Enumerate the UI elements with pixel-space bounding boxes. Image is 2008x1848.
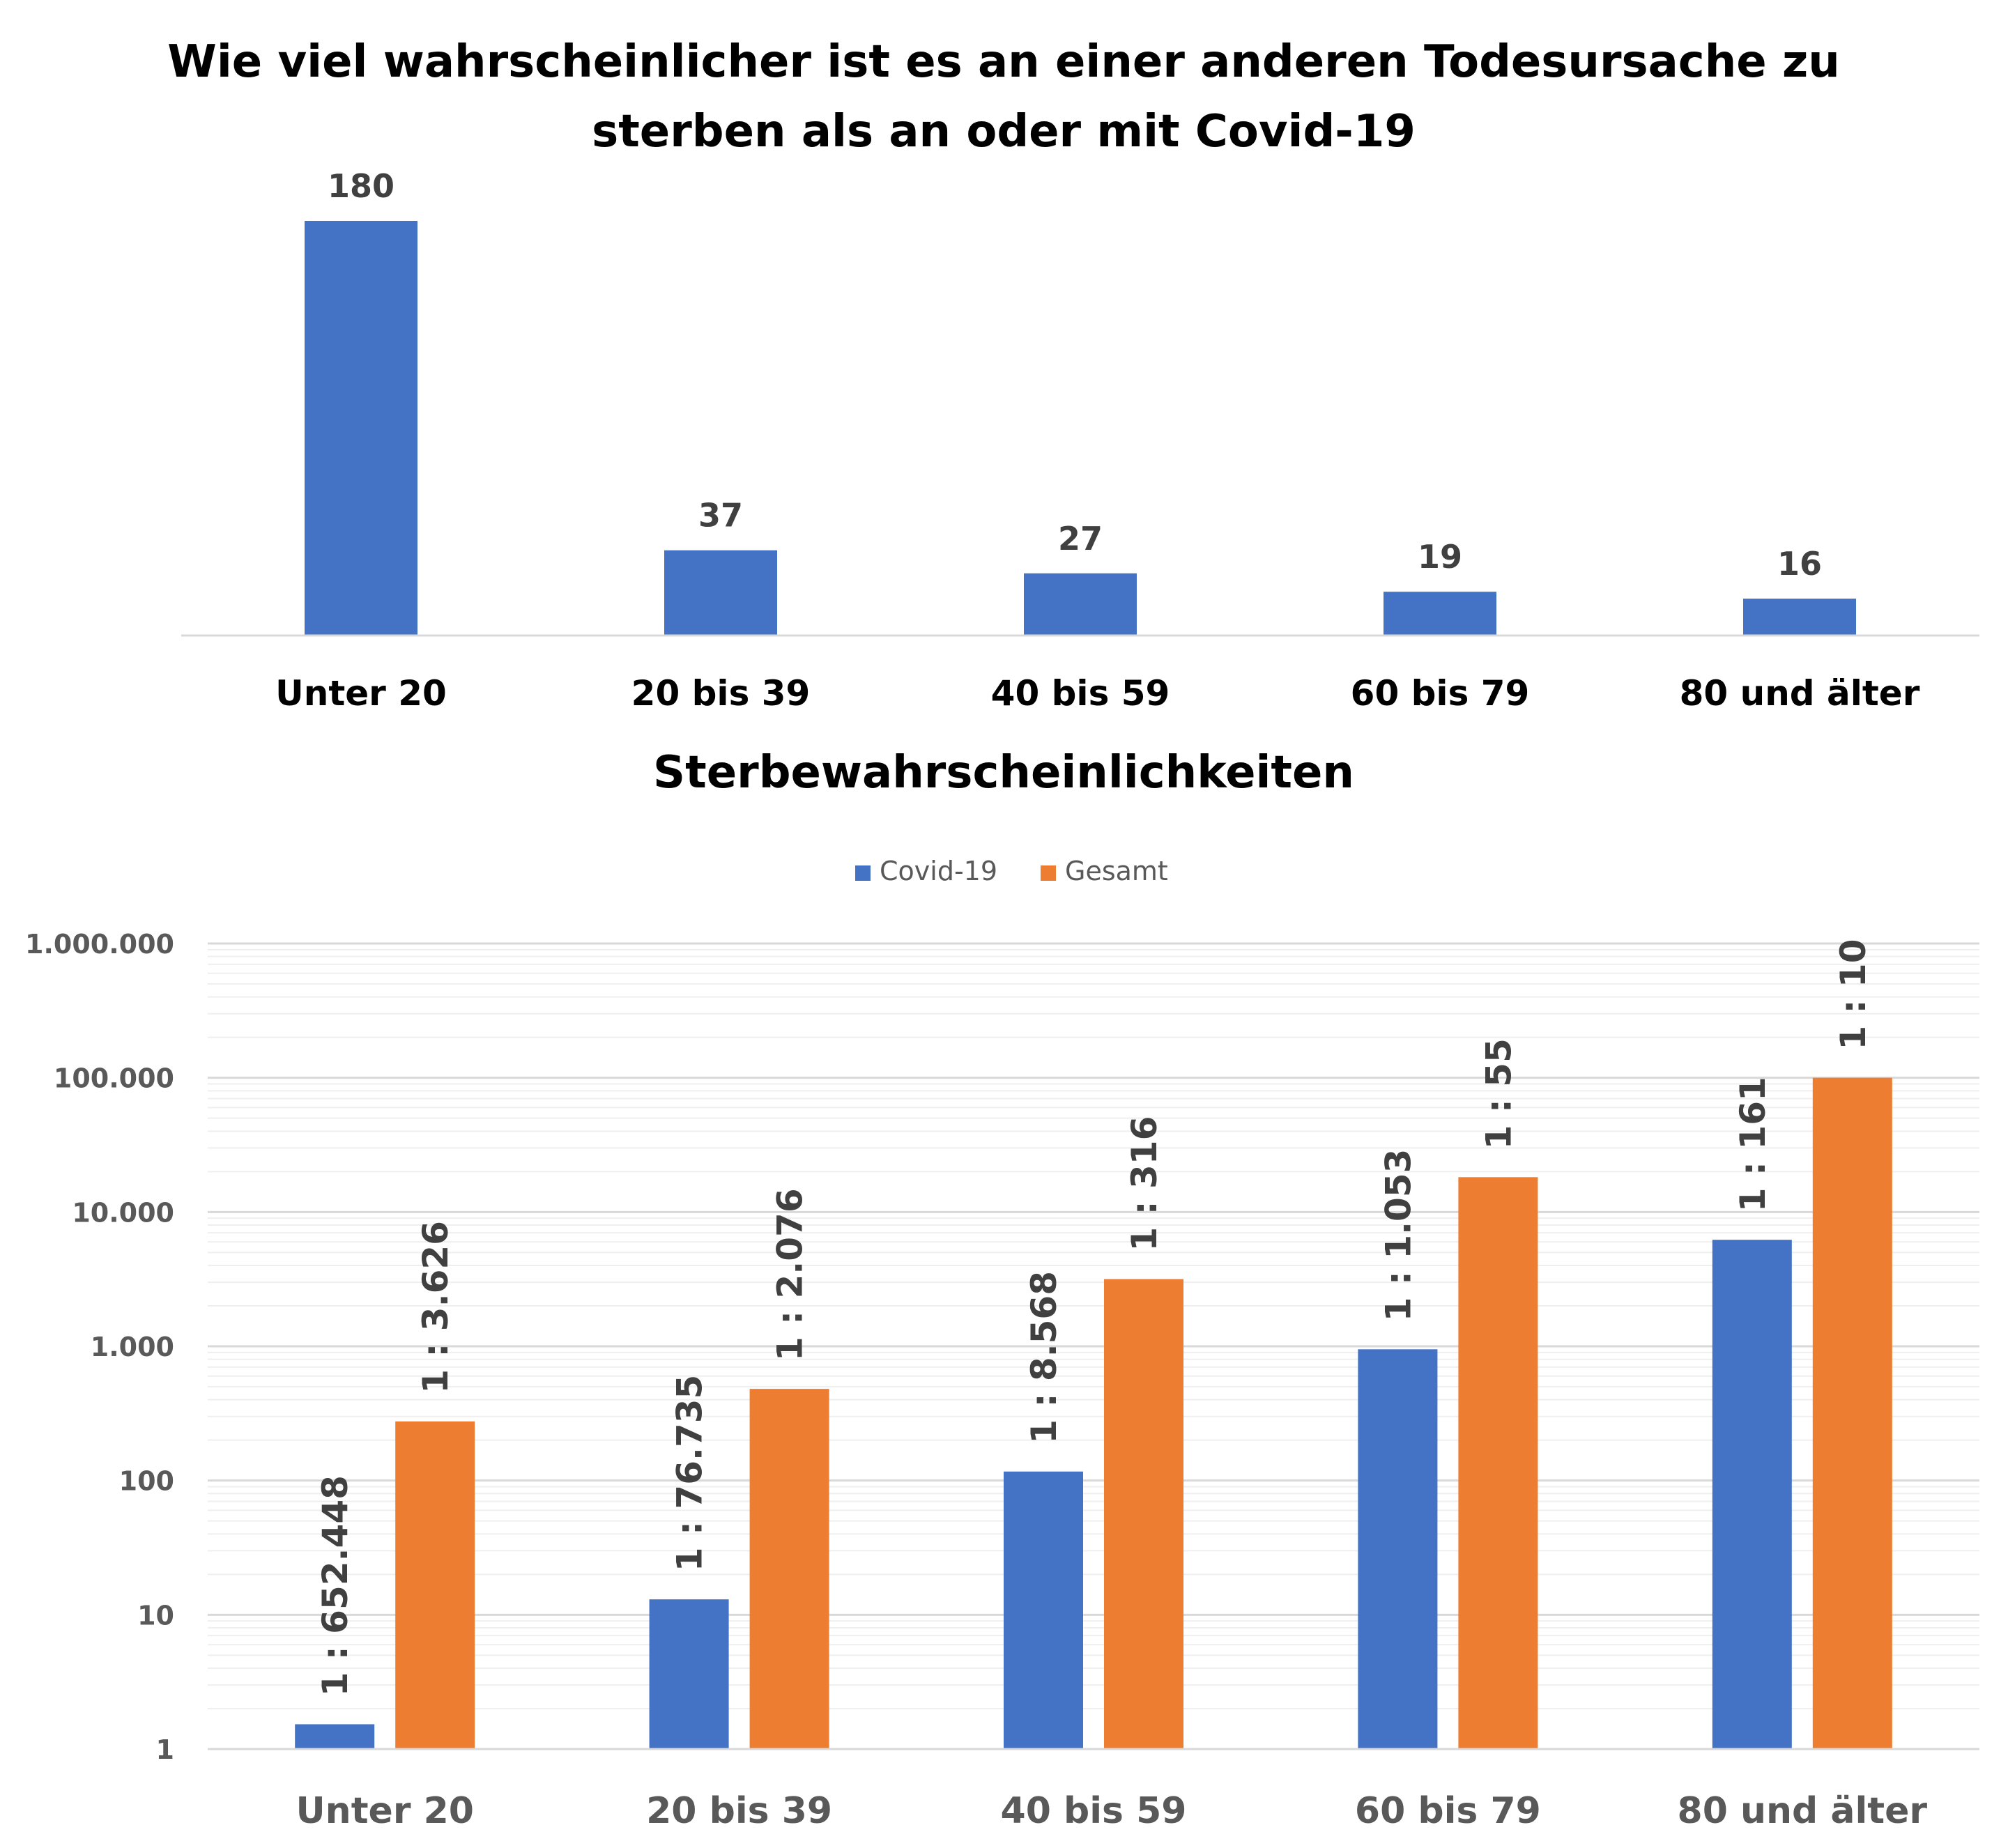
y-tick-label: 10.000	[72, 1197, 174, 1228]
x-tick-label: 20 bis 39	[631, 673, 811, 714]
bar-gesamt	[1812, 1077, 1892, 1749]
legend-label-gesamt: Gesamt	[1065, 856, 1168, 886]
y-tick-label: 10	[137, 1600, 174, 1631]
y-tick-label: 1	[156, 1734, 174, 1765]
data-label: 1 : 55	[1478, 1038, 1519, 1149]
chart1-bars	[305, 221, 1856, 636]
chart2-gridlines	[208, 942, 1979, 1710]
data-label: 1 : 3.626	[415, 1221, 456, 1394]
legend-swatch-gesamt	[1041, 865, 1056, 881]
chart1-x-tick-labels: Unter 20 20 bis 39 40 bis 59 60 bis 79 80 un…	[275, 673, 1920, 714]
bar-covid	[295, 1724, 375, 1749]
y-tick-label: 1.000.000	[25, 929, 174, 960]
bar	[1384, 592, 1496, 636]
x-tick-label: 40 bis 59	[991, 673, 1170, 714]
bar	[305, 221, 417, 636]
data-label: 1 : 2.076	[770, 1188, 811, 1361]
data-label: 1 : 10	[1833, 939, 1873, 1049]
legend-label-covid: Covid-19	[880, 856, 997, 886]
data-label: 1 : 161	[1733, 1077, 1773, 1212]
chart2-x-tick-labels: Unter 20 20 bis 39 40 bis 59 60 bis 79 80 un…	[296, 1790, 1927, 1832]
y-tick-label: 1.000	[91, 1332, 174, 1362]
chart2-data-labels: 1 : 652.448 1 : 3.626 1 : 76.735 1 : 2.076 1…	[315, 939, 1873, 1696]
bar	[664, 550, 777, 636]
bar-gesamt	[749, 1389, 829, 1749]
y-tick-label: 100	[119, 1466, 174, 1497]
bar	[1024, 573, 1137, 636]
data-label: 27	[1058, 520, 1103, 557]
x-tick-label: Unter 20	[296, 1790, 473, 1832]
data-label: 19	[1418, 538, 1462, 576]
bar-gesamt	[1104, 1279, 1183, 1749]
chart1-title-line2: sterben als an oder mit Covid-19	[592, 106, 1416, 157]
chart2-y-tick-labels: 1 10 100 1.000 10.000 100.000 1.000.000	[25, 929, 174, 1765]
bar-covid	[1004, 1471, 1083, 1749]
chart2-title: Sterbewahrscheinlichkeiten	[653, 747, 1354, 799]
data-label: 1 : 652.448	[315, 1475, 355, 1696]
data-label: 1 : 1.053	[1378, 1149, 1418, 1322]
legend-swatch-covid	[855, 865, 871, 881]
y-tick-label: 100.000	[54, 1063, 174, 1094]
data-label: 1 : 76.735	[670, 1375, 710, 1572]
bar	[1743, 599, 1856, 636]
x-tick-label: 80 und älter	[1678, 1790, 1928, 1832]
x-tick-label: Unter 20	[275, 673, 447, 714]
chart1-title-line1: Wie viel wahrscheinlicher ist es an eine…	[167, 36, 1840, 88]
data-label: 1 : 316	[1124, 1116, 1165, 1252]
data-label: 1 : 8.568	[1024, 1271, 1064, 1444]
bar-covid	[1712, 1240, 1792, 1749]
data-label: 37	[698, 497, 743, 534]
chart2-bars	[295, 1077, 1892, 1749]
bar-covid	[1358, 1349, 1438, 1749]
data-label: 180	[328, 167, 394, 205]
data-label: 16	[1777, 545, 1822, 583]
chart1-data-labels: 180 37 27 19 16	[328, 167, 1822, 583]
x-tick-label: 60 bis 79	[1351, 673, 1530, 714]
chart-probabilities: Sterbewahrscheinlichkeiten Covid-19 Gesa…	[25, 747, 1979, 1832]
x-tick-label: 40 bis 59	[1001, 1790, 1187, 1832]
x-tick-label: 20 bis 39	[646, 1790, 832, 1832]
bar-gesamt	[395, 1421, 475, 1749]
x-tick-label: 60 bis 79	[1355, 1790, 1541, 1832]
bar-gesamt	[1458, 1177, 1538, 1749]
chart-ratio: Wie viel wahrscheinlicher ist es an eine…	[167, 36, 1979, 714]
legend: Covid-19 Gesamt	[855, 856, 1168, 886]
bar-covid	[649, 1599, 729, 1749]
x-tick-label: 80 und älter	[1680, 673, 1920, 714]
